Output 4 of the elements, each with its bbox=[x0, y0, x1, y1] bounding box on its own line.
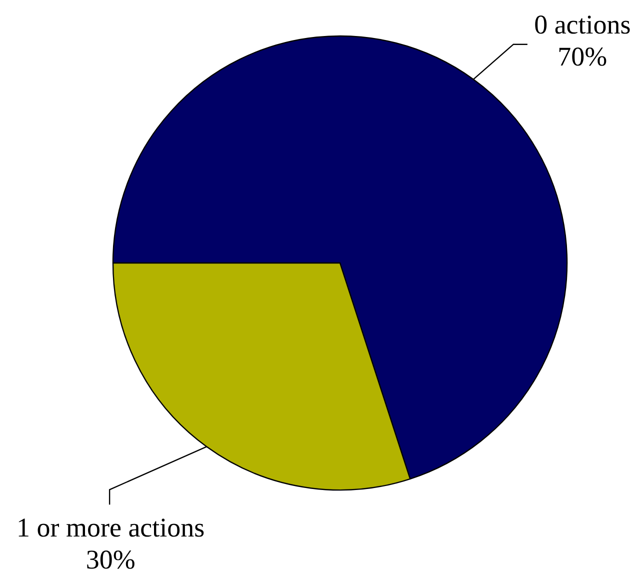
slice-label: 0 actions bbox=[534, 9, 631, 40]
slice-label: 1 or more actions bbox=[16, 512, 205, 543]
data-label: 70% bbox=[558, 41, 608, 72]
data-label: 30% bbox=[86, 544, 136, 573]
